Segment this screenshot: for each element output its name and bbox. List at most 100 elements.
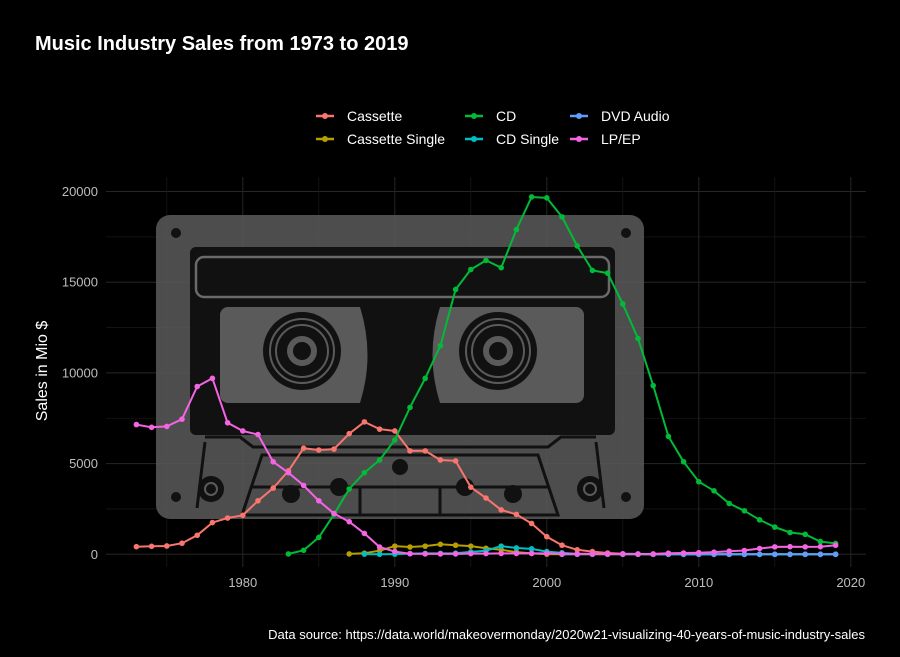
data-point — [255, 431, 261, 438]
data-point — [392, 437, 398, 443]
data-point — [604, 270, 611, 276]
data-point — [224, 515, 231, 521]
data-point — [802, 544, 808, 550]
data-point — [331, 446, 337, 452]
data-point — [468, 543, 474, 549]
legend-item: CD Single — [465, 131, 559, 147]
data-point — [468, 484, 474, 490]
x-tick-label: 1980 — [228, 575, 257, 590]
legend-key-point — [322, 113, 328, 119]
legend-key-point — [576, 136, 582, 142]
data-point — [255, 497, 261, 504]
data-point — [194, 532, 200, 539]
data-point — [787, 551, 793, 558]
data-point — [194, 383, 200, 390]
data-point — [179, 540, 185, 547]
data-point — [452, 458, 459, 464]
data-point — [240, 428, 246, 434]
data-point — [422, 375, 429, 382]
data-point — [376, 551, 383, 558]
legend-label: Cassette — [347, 108, 402, 124]
legend-item: Cassette Single — [316, 131, 445, 147]
data-point — [635, 551, 641, 557]
data-point — [772, 524, 778, 530]
data-point — [665, 433, 672, 440]
data-point — [620, 301, 626, 307]
data-point — [376, 426, 383, 432]
data-point — [574, 546, 580, 553]
series-cassette — [133, 419, 672, 558]
data-point — [224, 419, 231, 426]
data-point — [756, 551, 763, 558]
data-point — [452, 542, 459, 549]
data-source-caption: Data source: https://data.world/makeover… — [268, 627, 865, 642]
data-point — [544, 550, 550, 557]
data-point — [240, 512, 246, 519]
legend-key-point — [471, 136, 477, 142]
data-point — [817, 543, 824, 550]
data-point — [589, 551, 596, 557]
data-point — [452, 551, 459, 557]
y-tick-label: 10000 — [62, 365, 98, 380]
data-point — [437, 541, 444, 548]
data-point — [589, 267, 596, 274]
data-point — [483, 495, 489, 501]
data-point — [741, 507, 748, 514]
x-tick-label: 2010 — [684, 575, 713, 590]
data-point — [772, 551, 778, 558]
data-point — [635, 335, 641, 342]
data-point — [528, 194, 535, 200]
data-point — [316, 447, 322, 453]
series-lp-ep — [133, 375, 839, 557]
data-point — [392, 548, 398, 555]
data-point — [787, 543, 793, 550]
data-point — [832, 542, 839, 549]
legend-label: CD Single — [496, 131, 559, 147]
data-point — [468, 266, 474, 273]
data-point — [817, 538, 824, 545]
data-point — [528, 546, 535, 552]
legend-label: CD — [496, 108, 516, 124]
data-point — [148, 424, 155, 431]
series-layer — [133, 194, 839, 558]
data-point — [437, 342, 444, 349]
data-point — [604, 551, 611, 557]
data-point — [680, 458, 687, 465]
data-point — [574, 243, 580, 249]
data-point — [285, 551, 292, 557]
data-point — [832, 551, 839, 558]
data-point — [316, 497, 322, 504]
data-point — [300, 445, 307, 451]
data-point — [559, 542, 565, 549]
data-point — [468, 550, 474, 557]
data-point — [164, 543, 170, 549]
data-point — [817, 551, 824, 558]
data-point — [133, 421, 140, 428]
data-point — [650, 551, 656, 557]
axes: 0 5000 10000 15000 20000 1980 1990 2000 2010 2020 — [62, 184, 865, 590]
data-point — [528, 520, 535, 527]
legend-label: DVD Audio — [601, 108, 670, 124]
data-point — [361, 469, 368, 476]
data-point — [316, 534, 322, 541]
data-point — [559, 550, 565, 557]
y-axis-label: Sales in Mio $ — [34, 321, 51, 422]
data-point — [513, 511, 520, 518]
data-point — [407, 544, 413, 550]
data-point — [696, 478, 702, 485]
legend-item: Cassette — [316, 108, 402, 124]
data-point — [376, 544, 383, 550]
data-point — [498, 543, 505, 549]
data-point — [164, 423, 170, 430]
data-point — [407, 404, 413, 411]
data-point — [209, 375, 216, 382]
data-point — [133, 543, 140, 550]
data-point — [346, 551, 353, 557]
data-point — [711, 549, 717, 555]
data-point — [787, 529, 793, 536]
y-tick-label: 15000 — [62, 275, 98, 290]
y-tick-label: 0 — [91, 547, 98, 562]
chart-title: Music Industry Sales from 1973 to 2019 — [35, 33, 409, 55]
data-point — [772, 544, 778, 550]
